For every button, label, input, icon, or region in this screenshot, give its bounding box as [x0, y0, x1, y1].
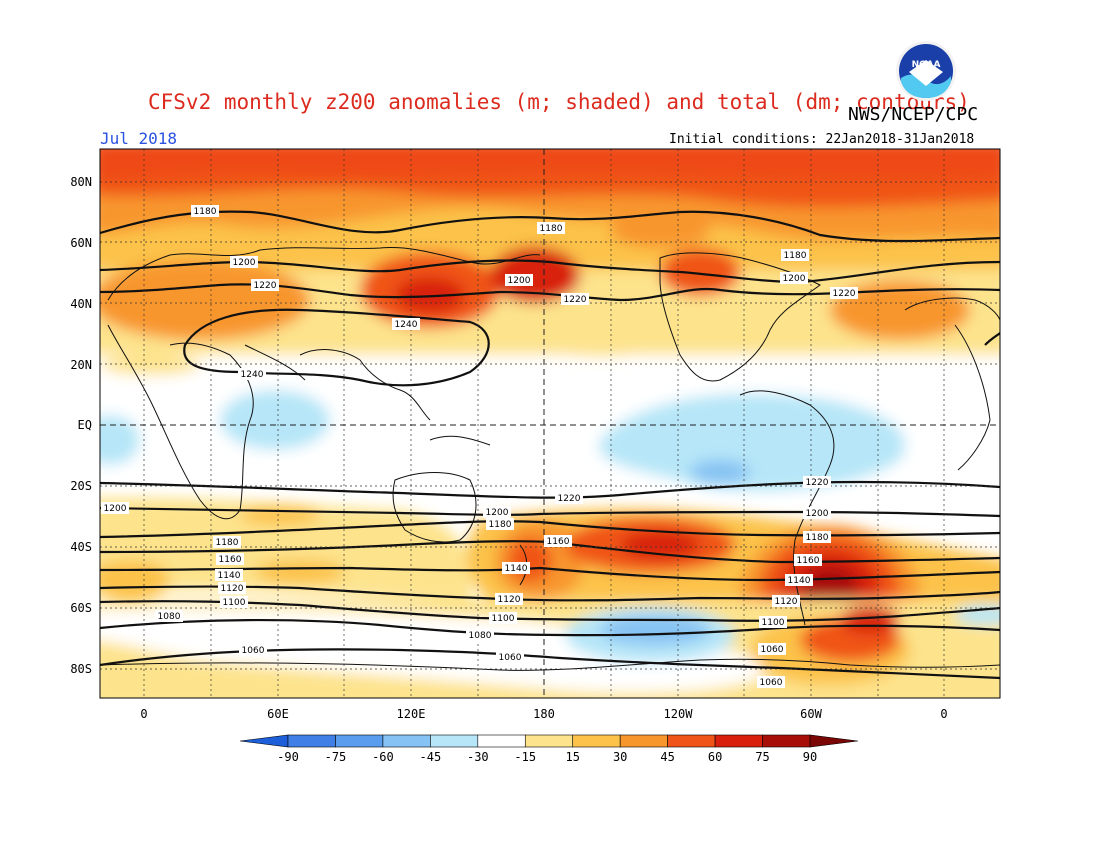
contour-labels: 1180 1180 1180 1200 1200 1200 1220 1220 … [101, 205, 858, 688]
svg-text:1220: 1220 [254, 281, 277, 291]
initial-conditions: Initial conditions: 22Jan2018-31Jan2018 [669, 132, 975, 147]
colorbar-cell [382, 734, 431, 748]
lon-label: 60E [267, 707, 289, 721]
colorbar-tick-label: 45 [660, 750, 674, 764]
noaa-logo: NOAA [896, 41, 956, 101]
lon-label: 180 [533, 707, 555, 721]
svg-text:1120: 1120 [498, 595, 521, 605]
lat-label: 20S [70, 479, 92, 493]
colorbar-arrow-low [239, 734, 289, 748]
colorbar-cell [572, 734, 621, 748]
map-title: CFSv2 monthly z200 anomalies (m; shaded)… [148, 90, 970, 114]
colorbar-ticks: -90 -75 -60 -45 -30 -15 15 30 45 60 75 90 [277, 750, 817, 764]
lon-label: 120W [664, 707, 694, 721]
lat-label: 20N [70, 358, 92, 372]
svg-text:1200: 1200 [233, 258, 256, 268]
lat-label: 60S [70, 601, 92, 615]
svg-text:1220: 1220 [564, 295, 587, 305]
colorbar-cells [239, 734, 859, 748]
colorbar-tick-label: 75 [755, 750, 769, 764]
colorbar-cell [287, 734, 336, 748]
colorbar-tick-label: -90 [277, 750, 299, 764]
lon-label: 120E [397, 707, 426, 721]
svg-text:1140: 1140 [218, 571, 241, 581]
longitude-axis: 0 60E 120E 180 120W 60W 0 [140, 707, 947, 721]
forecast-month: Jul 2018 [100, 129, 178, 148]
svg-text:1100: 1100 [492, 614, 515, 624]
colorbar-tick-label: 30 [613, 750, 627, 764]
svg-text:1080: 1080 [158, 612, 181, 622]
svg-text:1200: 1200 [104, 504, 127, 514]
lon-label: 0 [140, 707, 147, 721]
svg-text:1060: 1060 [499, 653, 522, 663]
svg-text:1100: 1100 [762, 618, 785, 628]
svg-text:1200: 1200 [508, 276, 531, 286]
lon-label: 0 [940, 707, 947, 721]
colorbar-tick-label: -15 [514, 750, 536, 764]
svg-text:1080: 1080 [469, 631, 492, 641]
svg-text:1160: 1160 [547, 537, 570, 547]
svg-text:1200: 1200 [486, 508, 509, 518]
latitude-axis: 80N 60N 40N 20N EQ 20S 40S 60S 80S [70, 175, 92, 676]
svg-text:1060: 1060 [242, 646, 265, 656]
colorbar-cell [619, 734, 668, 748]
colorbar-tick-label: 15 [566, 750, 580, 764]
svg-text:1060: 1060 [760, 678, 783, 688]
lat-label: 40N [70, 297, 92, 311]
lon-label: 60W [800, 707, 822, 721]
colorbar-cell [714, 734, 763, 748]
svg-text:1160: 1160 [219, 555, 242, 565]
svg-text:1180: 1180 [194, 207, 217, 217]
svg-text:1160: 1160 [797, 556, 820, 566]
lat-label: 80S [70, 662, 92, 676]
svg-text:1120: 1120 [775, 597, 798, 607]
svg-text:1240: 1240 [241, 370, 264, 380]
svg-text:1220: 1220 [558, 494, 581, 504]
svg-text:1200: 1200 [783, 274, 806, 284]
lat-label: 40S [70, 540, 92, 554]
lat-label: 80N [70, 175, 92, 189]
svg-text:NOAA: NOAA [912, 60, 941, 70]
svg-text:1200: 1200 [806, 509, 829, 519]
svg-text:1240: 1240 [395, 320, 418, 330]
svg-text:1220: 1220 [806, 478, 829, 488]
svg-text:1220: 1220 [833, 289, 856, 299]
svg-text:1180: 1180 [540, 224, 563, 234]
svg-text:1180: 1180 [216, 538, 239, 548]
colorbar-cell [477, 734, 526, 748]
anomaly-shading: 1180 1180 1180 1200 1200 1200 1220 1220 … [100, 149, 1000, 698]
svg-text:1140: 1140 [788, 576, 811, 586]
svg-text:1100: 1100 [223, 598, 246, 608]
colorbar-tick-label: -75 [325, 750, 347, 764]
lat-label: 60N [70, 236, 92, 250]
svg-text:1180: 1180 [784, 251, 807, 261]
agency-label: NWS/NCEP/CPC [848, 104, 979, 125]
colorbar-cell [524, 734, 574, 748]
colorbar-tick-label: -30 [467, 750, 489, 764]
graticule [100, 149, 1000, 698]
colorbar-tick-label: -60 [372, 750, 394, 764]
colorbar-cell [762, 734, 811, 748]
svg-text:1120: 1120 [221, 584, 244, 594]
colorbar-tick-label: 90 [803, 750, 817, 764]
colorbar-tick-label: -45 [420, 750, 442, 764]
colorbar-cell [335, 734, 384, 748]
lat-label: EQ [78, 418, 92, 432]
map-frame [99, 148, 1001, 699]
colorbar-cell [430, 734, 479, 748]
colorbar-cell [667, 734, 716, 748]
svg-text:1180: 1180 [489, 520, 512, 530]
colorbar-tick-label: 60 [708, 750, 722, 764]
colorbar-arrow-high [809, 734, 859, 748]
svg-text:1060: 1060 [761, 645, 784, 655]
svg-text:1180: 1180 [806, 533, 829, 543]
svg-text:1140: 1140 [505, 564, 528, 574]
